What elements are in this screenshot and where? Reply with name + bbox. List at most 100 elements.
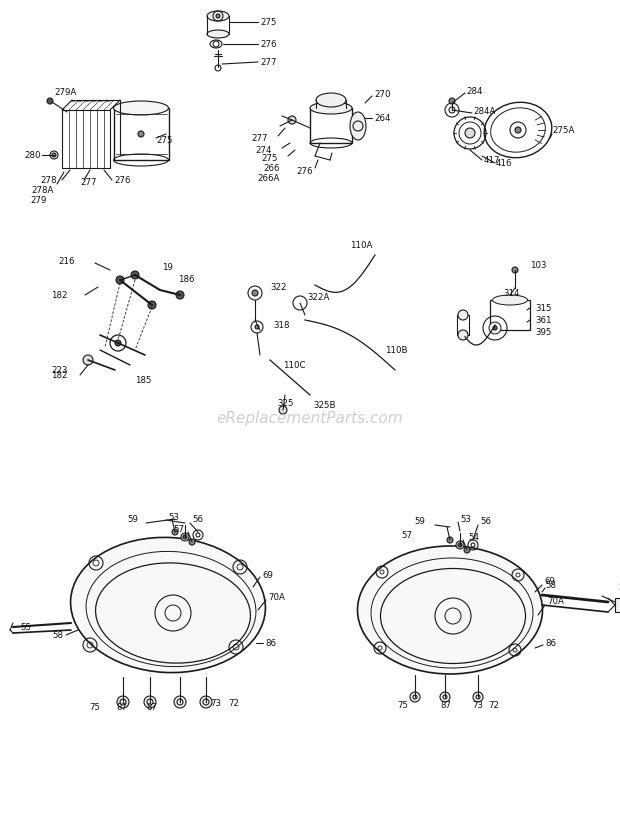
Text: 276: 276: [114, 176, 130, 185]
Text: 55: 55: [20, 623, 31, 632]
Text: 86: 86: [545, 639, 556, 648]
Text: 279A: 279A: [54, 87, 76, 96]
Text: 75: 75: [89, 703, 100, 712]
Text: 278: 278: [40, 176, 57, 185]
Text: 186: 186: [178, 275, 195, 284]
Circle shape: [456, 541, 464, 549]
Text: 56: 56: [192, 516, 203, 525]
Circle shape: [255, 325, 259, 329]
Ellipse shape: [358, 546, 542, 674]
Text: 58: 58: [545, 581, 556, 590]
Text: 325B: 325B: [313, 400, 335, 409]
Ellipse shape: [71, 538, 265, 672]
Circle shape: [473, 692, 483, 702]
Text: 185: 185: [135, 376, 151, 385]
Circle shape: [464, 547, 470, 553]
Text: 75: 75: [397, 702, 408, 711]
Text: 266A: 266A: [258, 173, 280, 182]
Text: 278A: 278A: [32, 185, 54, 194]
Text: 70A: 70A: [547, 597, 564, 606]
Text: 59: 59: [127, 516, 138, 525]
Circle shape: [200, 696, 212, 708]
Text: 279: 279: [30, 195, 47, 204]
Text: 322A: 322A: [307, 292, 329, 301]
Text: 274: 274: [255, 145, 272, 154]
Text: 55A: 55A: [618, 583, 620, 592]
Circle shape: [181, 533, 189, 541]
Text: 277: 277: [260, 57, 277, 66]
Text: 69: 69: [262, 570, 273, 579]
Ellipse shape: [207, 30, 229, 38]
Text: 87: 87: [116, 703, 127, 712]
Circle shape: [148, 301, 156, 309]
Circle shape: [174, 696, 186, 708]
Text: 284A: 284A: [473, 106, 495, 115]
Text: 72: 72: [488, 702, 499, 711]
Bar: [114, 108, 169, 160]
Text: 182: 182: [51, 370, 68, 380]
Text: 19: 19: [162, 262, 173, 271]
Circle shape: [410, 692, 420, 702]
Text: 53: 53: [460, 515, 471, 524]
Text: eReplacementParts.com: eReplacementParts.com: [216, 410, 404, 426]
Text: 280: 280: [24, 150, 40, 159]
Circle shape: [465, 128, 475, 138]
Circle shape: [252, 290, 258, 296]
Circle shape: [47, 98, 53, 104]
Ellipse shape: [492, 295, 528, 305]
Text: 270: 270: [374, 90, 391, 99]
Text: 70A: 70A: [268, 593, 285, 602]
Text: 417: 417: [484, 155, 500, 164]
Text: 73: 73: [210, 699, 221, 708]
Circle shape: [458, 543, 462, 547]
Circle shape: [288, 116, 296, 124]
Circle shape: [172, 529, 178, 535]
Text: 264: 264: [374, 114, 391, 123]
Text: 56: 56: [480, 517, 491, 526]
Circle shape: [189, 539, 195, 545]
Text: 277: 277: [252, 133, 268, 142]
Text: 318: 318: [273, 320, 290, 329]
Ellipse shape: [350, 112, 366, 140]
Ellipse shape: [207, 11, 229, 21]
Circle shape: [489, 322, 501, 334]
Circle shape: [458, 310, 468, 320]
Circle shape: [440, 692, 450, 702]
Bar: [310, 108, 352, 143]
Bar: [615, 598, 620, 612]
Circle shape: [449, 98, 455, 104]
Text: 110A: 110A: [350, 240, 373, 249]
Text: 54: 54: [468, 534, 479, 542]
Text: 216: 216: [58, 257, 75, 266]
Circle shape: [279, 406, 287, 414]
Text: 275A: 275A: [552, 126, 574, 135]
Text: 87: 87: [146, 703, 157, 712]
Circle shape: [115, 340, 121, 346]
Text: 284: 284: [466, 87, 482, 96]
Text: 325: 325: [277, 399, 293, 408]
Text: 87: 87: [440, 702, 451, 711]
Text: 223: 223: [51, 365, 68, 374]
Text: 86: 86: [265, 639, 276, 648]
Text: 277: 277: [80, 177, 97, 186]
Text: 361: 361: [535, 315, 552, 324]
Bar: [457, 315, 469, 335]
Text: 322: 322: [270, 283, 286, 292]
Circle shape: [447, 537, 453, 543]
Text: 275: 275: [156, 136, 172, 145]
Text: 72: 72: [228, 699, 239, 708]
Circle shape: [183, 535, 187, 539]
Ellipse shape: [316, 93, 346, 107]
Text: 182: 182: [51, 291, 68, 300]
Circle shape: [116, 276, 124, 284]
Circle shape: [493, 326, 497, 330]
Text: 73: 73: [472, 702, 483, 711]
Text: 314: 314: [503, 289, 520, 298]
Text: 275: 275: [262, 154, 278, 163]
Text: 275: 275: [260, 17, 277, 26]
Circle shape: [138, 131, 144, 137]
Ellipse shape: [310, 102, 352, 114]
Text: 59: 59: [414, 517, 425, 526]
Circle shape: [512, 267, 518, 273]
Text: 53: 53: [168, 512, 179, 521]
